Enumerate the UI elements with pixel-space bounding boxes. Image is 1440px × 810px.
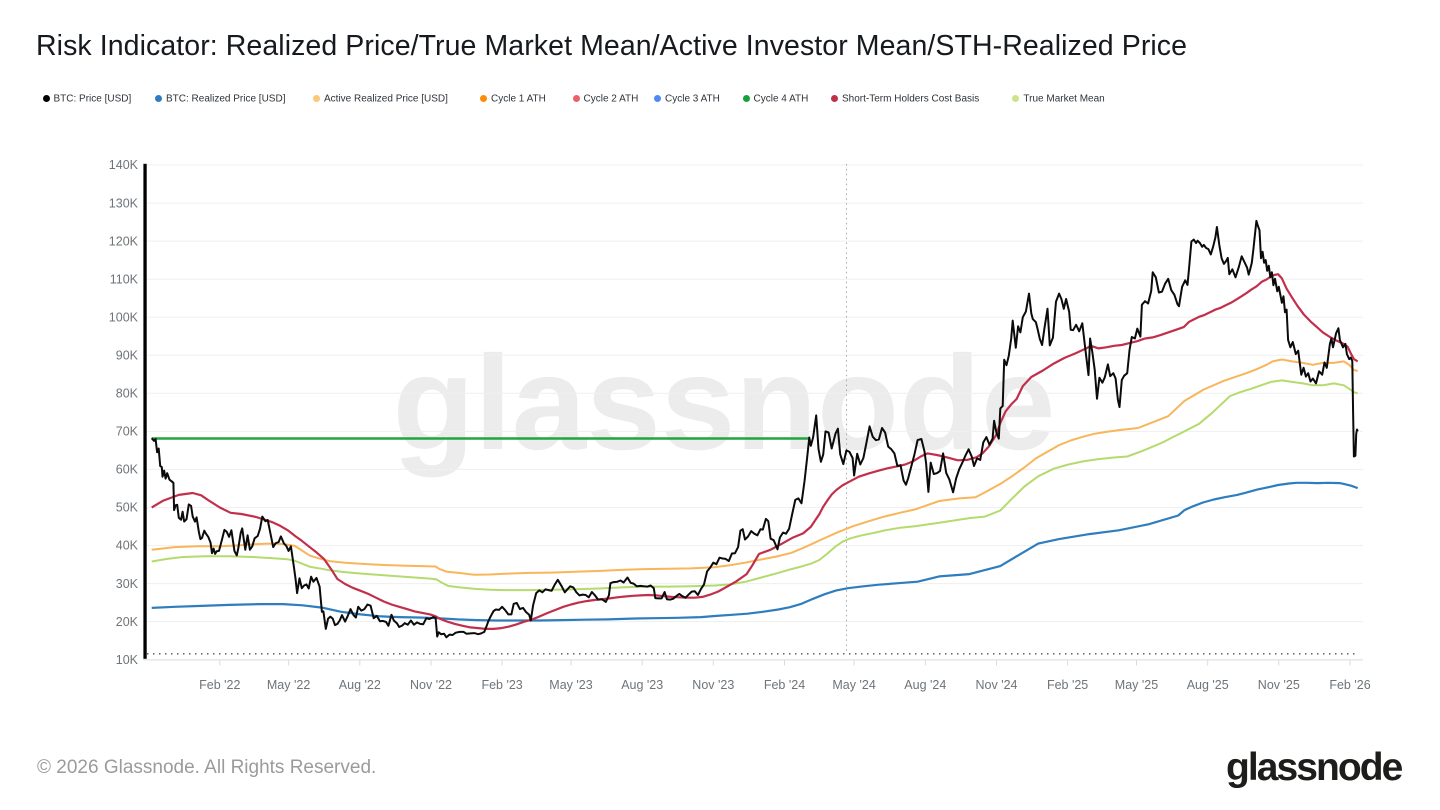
svg-text:30K: 30K: [116, 577, 139, 591]
svg-text:Nov '23: Nov '23: [692, 678, 734, 692]
svg-text:Nov '24: Nov '24: [976, 678, 1018, 692]
svg-text:May '25: May '25: [1115, 678, 1158, 692]
svg-text:Feb '24: Feb '24: [764, 678, 805, 692]
svg-text:140K: 140K: [109, 158, 139, 172]
svg-text:glassnode: glassnode: [393, 329, 1056, 478]
svg-text:Feb '26: Feb '26: [1329, 678, 1370, 692]
svg-text:110K: 110K: [110, 272, 139, 286]
svg-text:10K: 10K: [116, 653, 139, 667]
svg-text:Feb '22: Feb '22: [199, 678, 240, 692]
svg-text:70K: 70K: [116, 425, 139, 439]
svg-text:Aug '22: Aug '22: [339, 678, 381, 692]
svg-text:Nov '25: Nov '25: [1258, 678, 1300, 692]
svg-text:Aug '25: Aug '25: [1187, 678, 1229, 692]
svg-text:Aug '24: Aug '24: [904, 678, 946, 692]
svg-text:May '24: May '24: [832, 678, 875, 692]
svg-text:80K: 80K: [116, 387, 139, 401]
svg-text:100K: 100K: [109, 310, 139, 324]
svg-text:120K: 120K: [109, 234, 139, 248]
svg-text:Nov '22: Nov '22: [410, 678, 452, 692]
svg-text:60K: 60K: [116, 463, 139, 477]
svg-text:20K: 20K: [116, 615, 139, 629]
svg-text:Aug '23: Aug '23: [621, 678, 663, 692]
svg-text:130K: 130K: [109, 196, 139, 210]
svg-text:May '22: May '22: [267, 678, 310, 692]
svg-text:90K: 90K: [116, 349, 139, 363]
svg-text:May '23: May '23: [549, 678, 592, 692]
svg-text:Feb '23: Feb '23: [481, 678, 522, 692]
svg-text:40K: 40K: [116, 539, 139, 553]
svg-text:Feb '25: Feb '25: [1047, 678, 1088, 692]
svg-text:50K: 50K: [116, 501, 139, 515]
